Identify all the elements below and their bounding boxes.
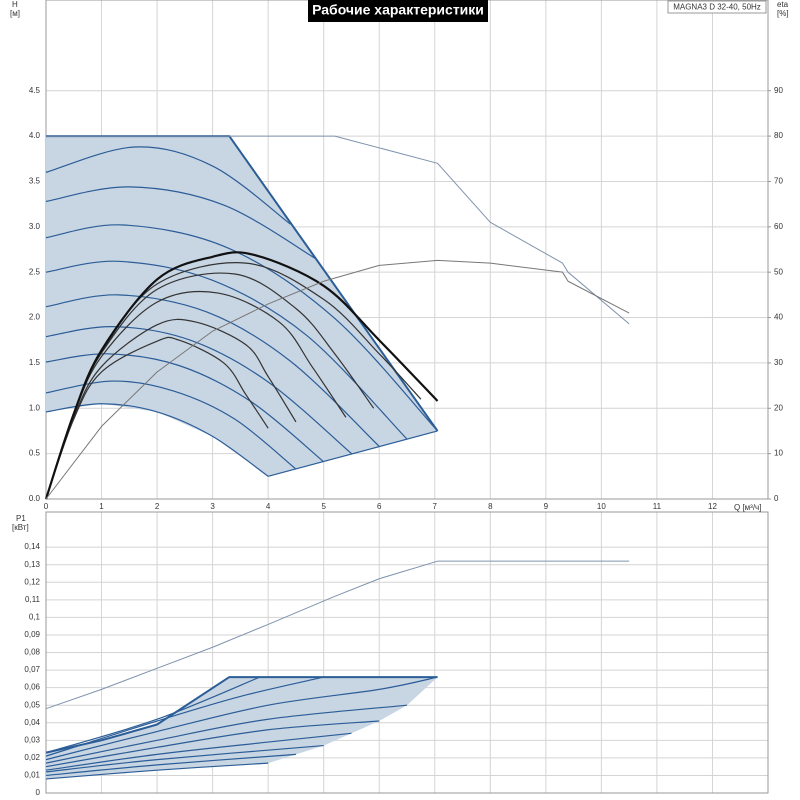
curve	[45, 720, 380, 768]
x-tick-label: 7	[433, 502, 438, 511]
curve	[45, 732, 352, 771]
y-axis-unit: [кВт]	[12, 523, 29, 532]
curve	[45, 753, 296, 777]
y-tick-label: 0,08	[24, 648, 40, 657]
y-tick-label: 0	[36, 788, 41, 797]
x-tick-label: 3	[210, 502, 215, 511]
y2-tick-label: 10	[774, 449, 783, 458]
y-tick-label: 0,03	[24, 735, 40, 744]
annotation-box	[667, 0, 767, 14]
y-tick-label: 0,12	[24, 577, 40, 586]
x-tick-label: 8	[488, 502, 493, 511]
y-tick-label: 0,06	[24, 683, 40, 692]
curve	[45, 704, 408, 764]
y2-tick-label: 0	[774, 494, 779, 503]
plot-frame	[45, 511, 769, 794]
y-tick-label: 0,09	[24, 630, 40, 639]
curve	[267, 430, 438, 477]
y-tick-label: 4.5	[29, 86, 41, 95]
y2-tick-label: 90	[774, 86, 783, 95]
y2-tick-label: 60	[774, 222, 783, 231]
y2-tick-label: 20	[774, 403, 783, 412]
curve	[44, 251, 439, 500]
y-tick-label: 0.5	[29, 449, 41, 458]
y2-tick-label: 50	[774, 267, 783, 276]
y-tick-label: 0,01	[24, 771, 40, 780]
y-axis-label: H	[12, 0, 18, 9]
curve	[45, 336, 269, 500]
x-tick-label: 1	[99, 502, 104, 511]
x-tick-label: 10	[597, 502, 606, 511]
y2-axis-label: eta	[777, 0, 789, 9]
curve	[45, 146, 291, 225]
x-tick-label: 5	[321, 502, 326, 511]
y-tick-label: 2.0	[29, 313, 41, 322]
curve	[45, 744, 324, 773]
y-tick-label: 0,14	[24, 542, 40, 551]
y2-tick-label: 80	[774, 131, 783, 140]
curve	[45, 676, 438, 754]
curve	[45, 260, 408, 440]
curve	[45, 380, 297, 470]
curve	[45, 762, 269, 780]
y-tick-label: 3.5	[29, 177, 41, 186]
operating-area	[46, 677, 438, 779]
y-tick-label: 3.0	[29, 222, 41, 231]
x-tick-label: 4	[266, 502, 271, 511]
y-tick-label: 1.5	[29, 358, 41, 367]
curve	[45, 318, 297, 500]
operating-area	[46, 136, 438, 477]
y2-tick-label: 70	[774, 177, 783, 186]
y-tick-label: 0,13	[24, 560, 40, 569]
curve	[45, 259, 630, 500]
curve	[45, 224, 438, 432]
y-tick-label: 0,1	[29, 612, 41, 621]
y-tick-label: 0,02	[24, 753, 40, 762]
title-box	[308, 0, 488, 22]
y-axis-unit: [м]	[10, 9, 20, 18]
y-tick-label: 0,11	[25, 595, 41, 604]
curve	[45, 676, 438, 761]
curve	[46, 135, 630, 325]
x-tick-label: 12	[708, 502, 717, 511]
y-tick-label: 0,05	[24, 700, 40, 709]
curve	[45, 186, 318, 260]
y-tick-label: 0,07	[24, 665, 40, 674]
y2-axis-unit: [%]	[777, 9, 789, 18]
y-tick-label: 0,04	[24, 718, 40, 727]
y2-tick-label: 40	[774, 313, 783, 322]
curve	[45, 353, 325, 463]
x-tick-label: 9	[544, 502, 549, 511]
x-tick-label: 0	[44, 502, 49, 511]
x-tick-label: 6	[377, 502, 382, 511]
y-axis-label: P1	[16, 514, 26, 523]
y-tick-label: 4.0	[29, 131, 41, 140]
curve	[45, 560, 630, 710]
x-axis-label: Q [м³/ч]	[734, 503, 761, 512]
chart-title: Рабочие характеристики	[312, 2, 484, 18]
x-tick-label: 2	[155, 502, 160, 511]
y-tick-label: 0.0	[29, 494, 41, 503]
plots: 0 1 2 3 4 5 6 7 8 9 10 11 120.00.51.01.52.02.53.03.5…	[24, 0, 783, 797]
y-tick-label: 1.0	[29, 403, 41, 412]
curve	[45, 403, 269, 477]
curve	[45, 326, 352, 455]
annotation: MAGNA3 D 32-40, 50Hz	[673, 3, 761, 12]
curve	[45, 294, 380, 447]
y-tick-label: 2.5	[29, 267, 41, 276]
curve	[45, 676, 261, 754]
x-tick-label: 11	[653, 502, 662, 511]
y2-tick-label: 30	[774, 358, 783, 367]
